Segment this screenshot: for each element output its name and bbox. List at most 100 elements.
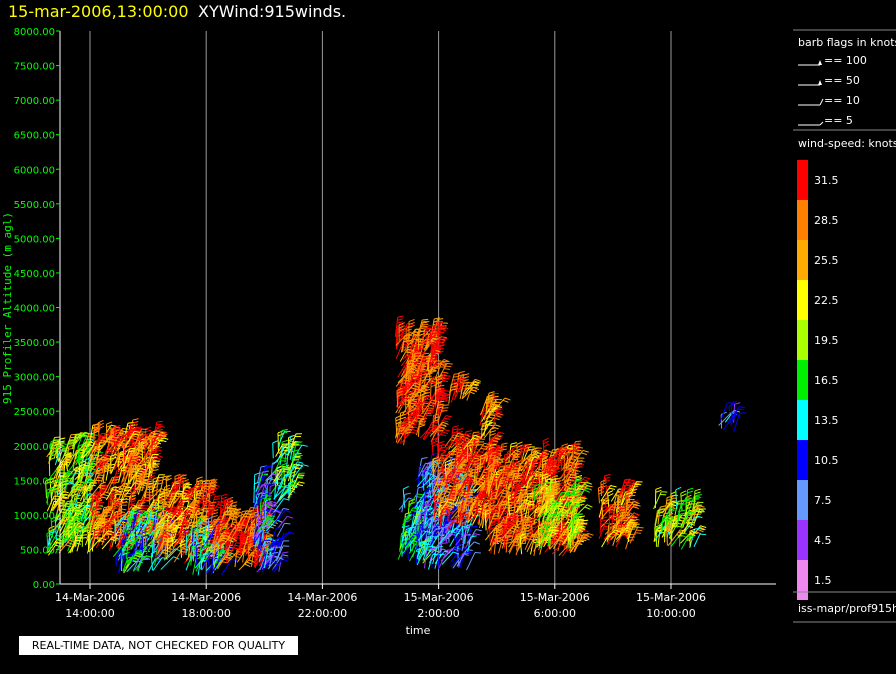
wind-barb (57, 447, 69, 462)
wind-barb (61, 454, 74, 470)
gridlines (89, 31, 672, 584)
wind-barb (144, 480, 154, 499)
y-tick-label: 2500.00 (14, 407, 55, 418)
x-tick-label-time: 14:00:00 (65, 607, 114, 620)
speed-legend-label: 16.5 (814, 374, 839, 387)
speed-color-swatch (797, 400, 808, 440)
wind-barb (47, 531, 57, 548)
wind-barb (693, 533, 706, 548)
wind-barb (56, 452, 72, 471)
wind-barb (147, 460, 161, 478)
speed-color-swatch (797, 480, 808, 520)
wind-barb (115, 510, 135, 527)
barb-legend-item: == 100 (798, 54, 867, 67)
wind-barb (106, 421, 113, 441)
wind-barb (146, 535, 153, 558)
wind-barb (112, 453, 126, 470)
x-tick-label-date: 14-Mar-2006 (287, 591, 357, 604)
wind-barb (117, 522, 133, 541)
wind-barb (106, 435, 120, 451)
speed-legend-label: 13.5 (814, 414, 839, 427)
y-tick-label: 6000.00 (14, 165, 55, 176)
speed-legend-label: 22.5 (814, 294, 839, 307)
wind-barb (46, 534, 62, 553)
wind-barb (151, 436, 158, 457)
wind-barb (150, 550, 157, 571)
speed-color-swatch (797, 160, 808, 200)
x-axis-label: time (406, 624, 431, 637)
barb-legend-label: == 5 (824, 114, 853, 127)
wind-barb (402, 486, 409, 509)
speed-legend-label: 4.5 (814, 534, 832, 547)
y-ticks: 0.00 500.00 1000.00 1500.00 2000.00 2500.00 30… (14, 27, 60, 591)
title-date: 15-mar-2006,13:00:00 (8, 2, 189, 21)
y-tick-label: 7500.00 (14, 62, 55, 73)
wind-barb (149, 430, 167, 448)
wind-barb (101, 464, 113, 483)
wind-barb (91, 456, 109, 471)
wind-barb (277, 515, 294, 529)
wind-barb (133, 511, 151, 525)
wind-barb (118, 482, 131, 498)
wind-barb (105, 486, 120, 501)
y-tick-label: 6500.00 (14, 131, 55, 142)
wind-barb (65, 508, 82, 526)
wind-barb (138, 526, 149, 547)
wind-barb (146, 454, 159, 469)
wind-barb (90, 435, 106, 453)
wind-barb (600, 485, 617, 502)
y-tick-label: 3500.00 (14, 338, 55, 349)
speed-legend-label: 10.5 (814, 454, 839, 467)
wind-barb (65, 470, 75, 492)
source-label: iss-mapr/prof915h (798, 602, 896, 615)
speed-color-swatch (797, 240, 808, 280)
y-tick-label: 1500.00 (14, 476, 55, 487)
speed-color-swatch (797, 360, 808, 400)
speed-legend-label: 19.5 (814, 334, 839, 347)
speed-color-swatch (797, 440, 808, 480)
speed-legend-label: 1.5 (814, 574, 832, 587)
wind-barb (98, 435, 117, 452)
wind-barb (84, 457, 91, 476)
wind-barb (48, 454, 56, 477)
wind-barb (108, 501, 123, 517)
wind-barb (130, 486, 137, 508)
speed-color-swatch (797, 200, 808, 240)
y-tick-label: 4500.00 (14, 269, 55, 280)
x-ticks: 14-Mar-2006 14:00:00 14-Mar-2006 18:00:00 14… (55, 584, 706, 620)
wind-barb (62, 479, 69, 497)
wind-barb (90, 529, 102, 549)
wind-barb (123, 447, 136, 468)
speed-legend-label: 25.5 (814, 254, 839, 267)
barb-legend: == 100 == 50 == 10 == 5 (798, 54, 867, 127)
wind-barb (93, 422, 101, 441)
wind-barb (132, 456, 152, 473)
y-tick-label: 1000.00 (14, 511, 55, 522)
y-tick-label: 8000.00 (14, 27, 55, 38)
wind-barb (137, 556, 150, 572)
wind-barb (123, 421, 134, 441)
wind-barb (81, 527, 89, 547)
x-tick-label-time: 2:00:00 (417, 607, 459, 620)
wind-barb (71, 484, 78, 508)
wind-barb (136, 516, 148, 536)
speed-color-swatch (797, 320, 808, 360)
wind-barbs (45, 315, 746, 576)
barb-legend-label: == 50 (824, 74, 860, 87)
wind-barb (132, 464, 143, 484)
wind-barb (116, 508, 124, 529)
x-tick-label-date: 15-Mar-2006 (404, 591, 474, 604)
x-tick-label-date: 15-Mar-2006 (636, 591, 706, 604)
y-tick-label: 0.00 (33, 580, 55, 591)
wind-barb (58, 539, 76, 554)
wind-barb (67, 457, 85, 473)
wind-barb (120, 540, 128, 561)
wind-barb (272, 440, 279, 459)
barb-legend-title: barb flags in knots (798, 36, 896, 49)
wind-barb (733, 402, 741, 423)
wind-barb (133, 508, 144, 528)
x-tick-label-date: 15-Mar-2006 (520, 591, 590, 604)
y-tick-label: 4000.00 (14, 304, 55, 315)
speed-color-swatch (797, 560, 808, 600)
